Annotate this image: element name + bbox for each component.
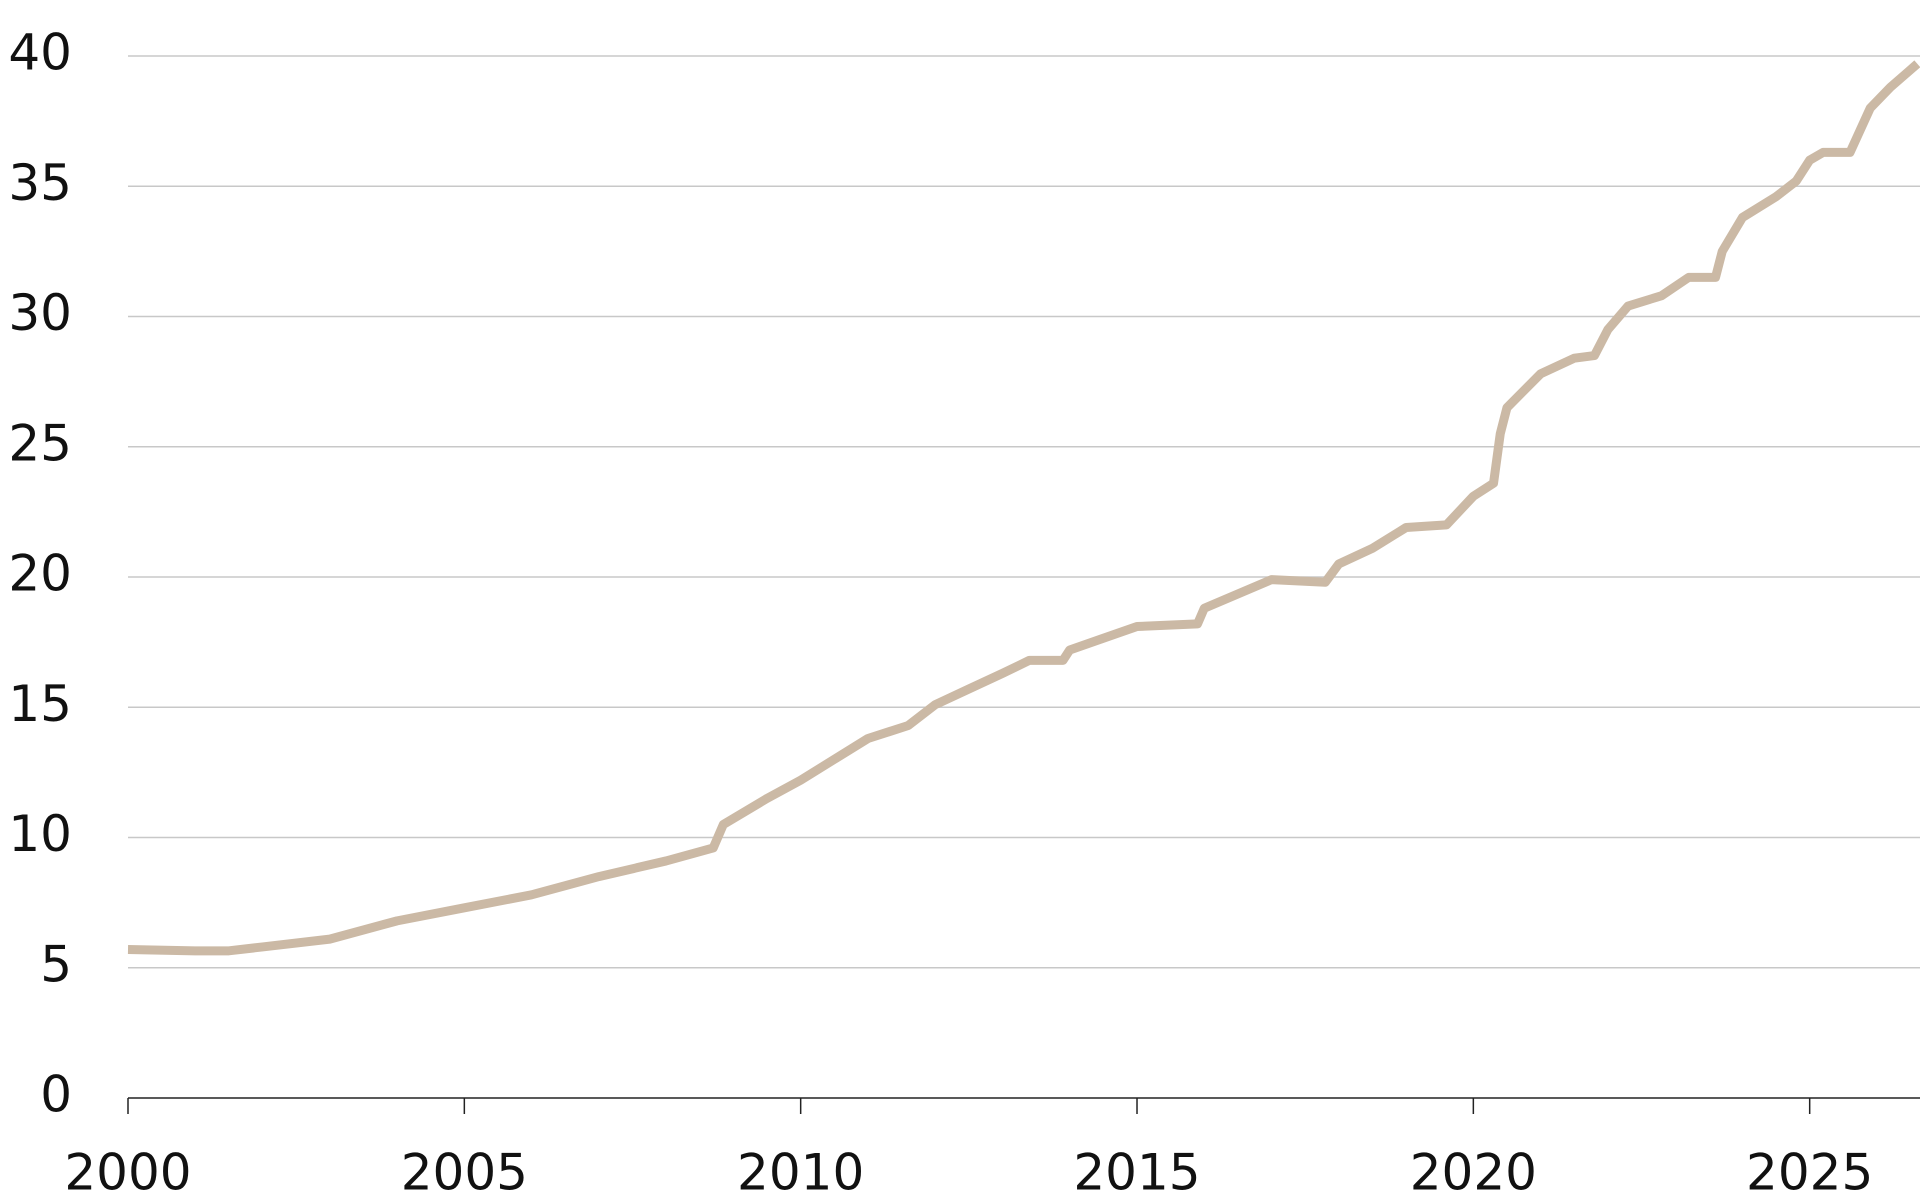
x-tick-label: 2025 bbox=[1746, 1144, 1873, 1201]
y-tick-label: 30 bbox=[8, 284, 72, 342]
x-tick-label: 2000 bbox=[64, 1144, 191, 1201]
x-tick-label: 2015 bbox=[1073, 1144, 1200, 1201]
y-tick-label: 15 bbox=[8, 675, 72, 733]
x-tick-label: 2005 bbox=[401, 1144, 528, 1201]
y-tick-label: 25 bbox=[8, 414, 72, 472]
y-tick-label: 40 bbox=[8, 24, 72, 82]
x-tick-label: 2010 bbox=[737, 1144, 864, 1201]
y-tick-label: 10 bbox=[8, 805, 72, 863]
y-tick-label: 0 bbox=[40, 1066, 72, 1124]
x-tick-label: 2020 bbox=[1410, 1144, 1537, 1201]
y-tick-label: 35 bbox=[8, 154, 72, 212]
data-line bbox=[127, 60, 1920, 956]
y-tick-label: 5 bbox=[40, 935, 72, 993]
y-tick-label: 20 bbox=[8, 545, 72, 603]
